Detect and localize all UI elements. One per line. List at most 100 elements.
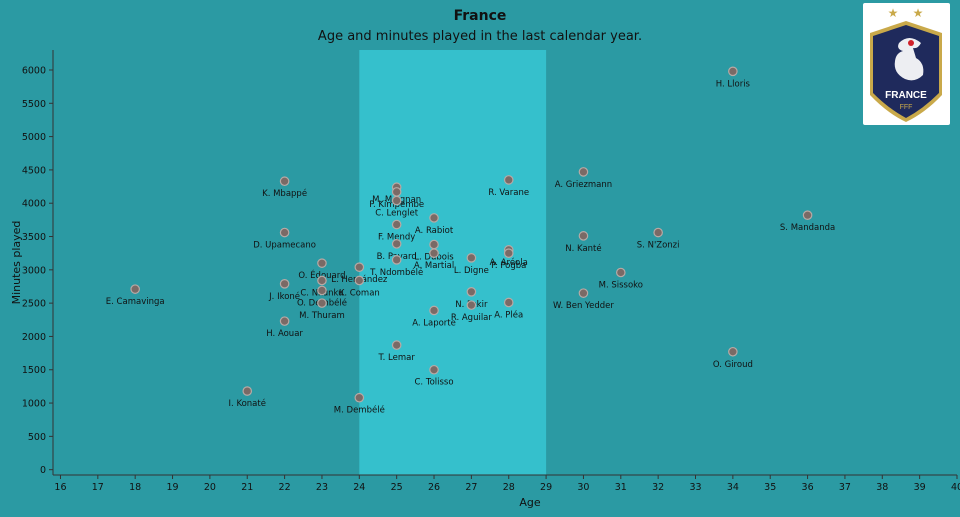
x-tick-label: 37 [839,482,851,493]
player-point [317,298,327,308]
player-label: I. Konaté [229,398,266,409]
x-tick-label: 21 [241,482,253,493]
logo-text: FRANCE [885,90,927,101]
player-point [429,305,439,316]
player-point [130,284,140,294]
player-point [279,316,290,326]
player-label: A. Griezmann [555,180,612,190]
player-label: O. Giroud [713,360,753,370]
player-label: J. Ikoné [268,291,300,302]
player-point [578,288,589,298]
x-tick-label: 29 [540,482,552,493]
x-tick-label: 33 [689,482,701,493]
player-label: S. Mandanda [780,223,835,233]
player-point [616,267,626,278]
player-label: M. Dembélé [334,405,385,416]
player-label: A. Laporte [412,318,456,328]
x-tick-label: 34 [727,482,739,493]
y-tick-label: 2000 [22,332,46,343]
chart-subtitle: Age and minutes played in the last calen… [317,29,643,44]
x-tick-label: 16 [54,482,66,493]
x-tick-label: 20 [204,482,216,493]
x-tick-label: 28 [503,482,515,493]
svg-text:★: ★ [888,6,899,20]
player-point [578,231,589,241]
y-tick-label: 6000 [22,65,46,76]
y-tick-label: 3500 [22,232,46,243]
player-point [391,187,402,197]
x-tick-label: 35 [764,482,776,493]
player-label: A. Pléa [494,309,523,320]
player-point [503,297,514,308]
player-point [728,346,738,357]
player-point [503,248,514,258]
player-point [429,213,439,223]
player-label: M. Thuram [299,311,345,321]
player-point [429,248,439,258]
player-label: R. Varane [488,188,529,198]
player-label: A. Martial [414,261,454,271]
x-tick-label: 25 [391,482,403,493]
svg-text:★: ★ [913,6,924,20]
x-tick-label: 18 [129,482,141,493]
player-label: F. Mendy [378,233,415,243]
player-point [354,262,365,272]
player-label: K. Mbappé [262,188,307,199]
x-tick-label: 36 [802,482,814,493]
player-label: M. Sissoko [599,280,643,290]
y-tick-label: 1000 [22,399,46,410]
player-point [503,175,514,185]
y-tick-label: 1500 [22,365,46,376]
x-tick-label: 24 [353,482,365,493]
y-tick-label: 4000 [22,199,46,210]
x-tick-label: 31 [615,482,627,493]
player-point [317,258,327,268]
player-point [466,287,477,297]
x-tick-label: 40 [951,482,960,493]
player-label: O. Édouard [298,269,345,281]
player-point [466,253,477,263]
player-label: T. Lemar [377,353,415,363]
y-tick-label: 0 [40,465,46,476]
player-point [728,66,738,77]
x-tick-label: 26 [428,482,440,493]
logo-subtext: FFF [900,104,913,111]
player-point [279,227,290,238]
player-label: D. Upamecano [253,241,316,251]
player-point [429,239,439,250]
player-point [391,239,402,249]
player-label: C. Tolisso [414,378,453,388]
player-point [279,176,290,187]
player-point [279,279,290,289]
player-label: R. Aguilar [451,313,493,323]
player-point [391,195,402,206]
y-tick-label: 2500 [22,299,46,310]
player-label: A. Rabiot [415,226,454,236]
y-tick-label: 500 [28,432,46,443]
x-tick-label: 39 [914,482,926,493]
player-point [391,255,402,265]
player-label: K. Coman [339,288,380,298]
player-label: E. Camavinga [106,297,165,307]
prime-age-band [359,50,547,475]
player-label: W. Ben Yedder [553,301,614,311]
x-tick-label: 38 [876,482,888,493]
player-point [429,364,439,375]
player-point [802,210,813,221]
player-point [466,300,477,310]
player-label: P. Pogba [491,261,526,271]
x-tick-label: 23 [316,482,328,493]
player-point [242,386,253,396]
player-label: H. Aouar [266,329,303,339]
player-label: C. Lenglet [375,209,419,219]
player-label: H. Lloris [716,79,751,89]
fff-logo: ★ ★ FRANCE FFF [863,3,950,125]
player-label: L. Digne [454,266,489,276]
y-axis-label: Minutes played [10,221,23,305]
y-tick-label: 5500 [22,99,46,110]
x-tick-label: 19 [166,482,178,493]
x-tick-label: 30 [577,482,589,493]
y-tick-label: 5000 [22,132,46,143]
player-point [578,167,589,177]
